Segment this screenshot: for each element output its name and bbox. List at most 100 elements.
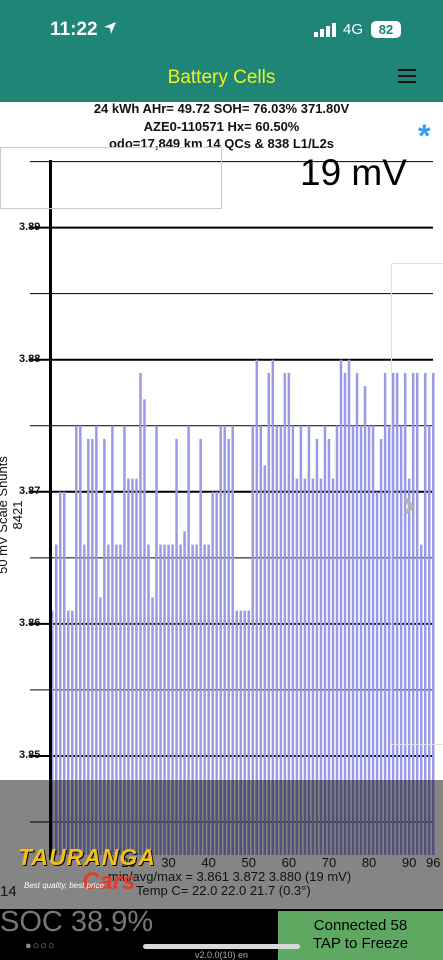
x-tick-label: 20 [121, 855, 136, 870]
cell-bar [387, 425, 391, 855]
signal-bars-icon [314, 23, 336, 37]
top-left-box[interactable] [0, 147, 222, 209]
cell-bar [431, 372, 435, 855]
cell-bar [367, 425, 371, 855]
cell-bar [339, 359, 343, 855]
temperature-stats: Temp C= 22.0 22.0 21.7 (0.3°) [136, 883, 311, 898]
star-icon[interactable]: * [418, 118, 431, 154]
x-tick-label: 50 [241, 855, 256, 870]
cell-bar [211, 491, 214, 855]
cell-bar [215, 491, 218, 855]
cell-bar [223, 425, 226, 855]
app-bar: Battery Cells [0, 58, 443, 102]
cell-bar [279, 425, 283, 855]
cell-bar [323, 425, 327, 855]
cell-bar [123, 425, 126, 855]
cell-bar [403, 372, 407, 855]
cell-bar [263, 465, 267, 855]
cell-bar [183, 531, 186, 855]
cell-bar [107, 544, 110, 855]
y-tick-label: 3.88 [19, 352, 41, 365]
cell-bar [151, 597, 154, 855]
cell-bar [63, 491, 66, 855]
cell-bar [79, 425, 82, 855]
cell-bar [59, 491, 62, 855]
cell-bar [359, 425, 363, 855]
cell-bar [371, 425, 375, 855]
home-indicator[interactable] [143, 944, 300, 949]
freeze-label: TAP to Freeze [312, 935, 409, 952]
cell-bar [95, 425, 98, 855]
cell-bar [395, 372, 399, 855]
cell-bar [275, 425, 279, 855]
cell-bar [411, 372, 415, 855]
cell-bar [251, 425, 255, 855]
y-tick-label: 3.89 [19, 220, 41, 233]
cell-bar [267, 372, 271, 855]
cell-bar [247, 610, 250, 855]
cell-bar [355, 372, 359, 855]
right-panel-box[interactable] [391, 263, 443, 745]
cell-bar [239, 610, 242, 855]
cell-bar [155, 425, 158, 855]
cell-bar [299, 425, 303, 855]
x-tick-label: 96 [425, 855, 441, 870]
cell-bar [375, 491, 379, 855]
hamburger-menu-icon[interactable] [398, 65, 416, 87]
partial-left-text: 14 [0, 883, 17, 900]
logo-word-1: TAURANGA [18, 844, 156, 870]
cell-bar [335, 425, 339, 855]
tauranga-cars-logo: TAURANGA Cars Best quality, best price [16, 836, 155, 912]
logo-overlay [0, 780, 443, 910]
cell-bar [399, 425, 403, 855]
cell-bar [195, 544, 198, 855]
chevron-right-icon[interactable]: › [402, 482, 416, 526]
cell-bar [351, 425, 355, 855]
cell-bar [307, 425, 311, 855]
header-line-1: 24 kWh AHr= 49.72 SOH= 76.03% 371.80V [93, 101, 350, 116]
cell-bar [51, 610, 54, 855]
cell-bar [383, 372, 387, 855]
page-title: Battery Cells [167, 67, 276, 88]
cell-bar [311, 478, 315, 855]
cell-bar [55, 544, 58, 855]
y-tick-label: 3.86 [19, 616, 41, 629]
cell-bar [287, 372, 291, 855]
logo-tagline: Best quality, best price [24, 881, 104, 890]
cell-bar [419, 544, 423, 855]
x-tick-label: 70 [321, 855, 337, 870]
cell-bar [139, 372, 142, 855]
cell-bar [227, 438, 230, 855]
connect-freeze-button[interactable]: Connected 58 TAP to Freeze [278, 911, 443, 960]
cell-bar [271, 359, 275, 855]
cell-bar [135, 478, 138, 855]
logo-word-2: Cars [82, 868, 136, 895]
cell-bar [295, 478, 299, 855]
cell-bar [115, 544, 118, 855]
x-tick-label: 30 [161, 855, 176, 870]
y-axis-line [49, 160, 52, 860]
cell-bar [423, 372, 427, 855]
cell-bar [179, 544, 182, 855]
network-type: 4G [343, 21, 364, 38]
cell-bar [67, 610, 70, 855]
soc-readout: SOC 38.9% [0, 906, 154, 938]
status-bar: 11:22 4G 82 [0, 0, 443, 58]
cell-bar [159, 544, 162, 855]
voltage-stats: min/avg/max = 3.861 3.872 3.880 (19 mV) [108, 869, 352, 884]
cell-bar [191, 544, 194, 855]
cell-bar [343, 372, 347, 855]
cell-bar [203, 544, 206, 855]
page-dots[interactable]: ●○○○ [25, 940, 56, 952]
cell-bar [243, 610, 246, 855]
x-tick-label: 40 [201, 855, 216, 870]
cell-bar [259, 425, 263, 855]
cell-bar [427, 425, 431, 855]
cell-bar [99, 597, 102, 855]
cell-bar [255, 359, 259, 855]
cell-bar [147, 544, 150, 855]
cell-bar [303, 478, 307, 855]
cell-bar [103, 438, 106, 855]
scale-label: 19 mV [300, 152, 407, 193]
